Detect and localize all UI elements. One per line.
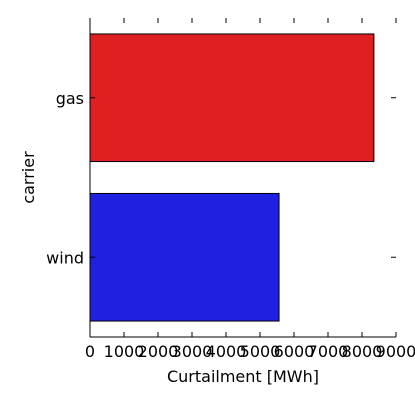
y-tick-label-wind: wind [46, 248, 84, 267]
x-tick-label-6: 6000 [274, 342, 315, 361]
bar-gas [89, 33, 375, 163]
x-tick-label-2: 2000 [138, 342, 179, 361]
bars-group [89, 33, 375, 322]
axes-group [89, 18, 396, 338]
x-tick-label-4: 4000 [206, 342, 247, 361]
x-tick-label-8: 8000 [342, 342, 383, 361]
x-tick-label-7: 7000 [308, 342, 349, 361]
x-tick-label-1: 1000 [104, 342, 145, 361]
y-axis-title: carrier [19, 151, 38, 204]
x-axis-title: Curtailment [MWh] [167, 367, 319, 386]
x-tick-label-9: 9000 [376, 342, 415, 361]
x-tick-label-0: 0 [85, 342, 95, 361]
bar-wind [89, 192, 280, 322]
ticks-group: gas wind 0 10002000300040005000600070008000… [46, 18, 415, 361]
y-tick-label-gas: gas [56, 89, 84, 108]
x-tick-label-3: 3000 [172, 342, 213, 361]
x-tick-label-5: 5000 [240, 342, 281, 361]
